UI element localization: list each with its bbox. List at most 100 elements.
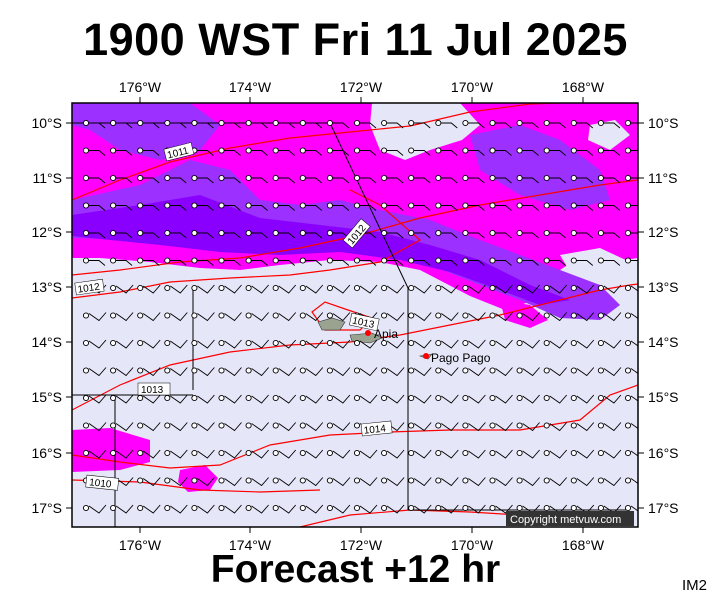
wind-station xyxy=(299,504,306,512)
wind-barb xyxy=(170,477,188,487)
wind-station xyxy=(191,477,198,484)
wind-station xyxy=(570,477,577,484)
wind-station xyxy=(137,174,144,182)
wind-station xyxy=(245,449,252,457)
copyright-text: Copyright metvuw.com xyxy=(510,514,621,526)
wind-barb xyxy=(495,312,513,322)
wind-barb xyxy=(142,394,161,404)
wind-station xyxy=(353,477,361,484)
lon-label-top: 168°W xyxy=(562,79,605,95)
wind-station xyxy=(164,504,171,512)
wind-barb xyxy=(495,504,513,514)
wind-barb xyxy=(141,260,160,266)
wind-barb xyxy=(522,312,540,322)
wind-station xyxy=(435,284,442,292)
wind-station xyxy=(191,119,198,127)
wind-station xyxy=(570,394,577,402)
wind-barb xyxy=(359,449,378,459)
wind-barb xyxy=(168,122,187,129)
wind-barb xyxy=(547,205,566,211)
wind-station xyxy=(82,422,90,429)
wind-barb xyxy=(87,260,106,266)
wind-station xyxy=(137,119,144,127)
wind-barb xyxy=(495,367,513,377)
wind-barb xyxy=(276,260,295,266)
wind-barb xyxy=(278,284,297,294)
apia-marker[interactable] xyxy=(365,330,371,336)
wind-station xyxy=(435,174,442,182)
wind-station xyxy=(597,477,604,484)
wind-station xyxy=(462,339,469,347)
wind-barb xyxy=(493,205,512,211)
wind-barb xyxy=(170,394,188,404)
wind-station xyxy=(82,394,90,402)
wind-station xyxy=(164,257,171,264)
wind-station xyxy=(462,449,469,457)
wind-barb xyxy=(330,177,350,184)
wind-barb xyxy=(195,122,214,129)
wind-barb xyxy=(305,367,324,377)
wind-barb xyxy=(114,177,133,184)
wind-barb xyxy=(141,232,160,239)
wind-station xyxy=(326,339,333,347)
lat-label-right: 11°S xyxy=(648,170,677,186)
wind-barb xyxy=(385,205,404,211)
wind-barb xyxy=(386,367,405,377)
wind-station xyxy=(218,312,225,319)
wind-station xyxy=(82,174,90,182)
lon-label-top: 172°W xyxy=(340,79,383,95)
wind-station xyxy=(462,119,469,127)
wind-station xyxy=(462,504,469,512)
wind-barb xyxy=(358,122,377,129)
pago-pago-marker[interactable] xyxy=(423,353,429,359)
wind-barb xyxy=(332,449,351,459)
wind-barb xyxy=(88,367,107,377)
wind-barb xyxy=(251,312,269,322)
wind-barb xyxy=(115,449,134,459)
wind-barb xyxy=(251,339,269,349)
wind-barb xyxy=(87,177,106,184)
wind-barb xyxy=(493,150,512,156)
wind-barb xyxy=(197,477,215,487)
wind-station xyxy=(272,174,279,182)
wind-barb xyxy=(630,423,638,429)
wind-barb xyxy=(332,284,351,294)
wind-barb xyxy=(142,477,161,487)
wind-barb xyxy=(170,422,188,432)
wind-station xyxy=(299,147,306,154)
wind-barb xyxy=(439,260,458,266)
wind-station xyxy=(110,504,117,512)
wind-barb xyxy=(249,260,268,266)
wind-barb xyxy=(170,339,188,349)
wind-station xyxy=(326,449,333,457)
wind-barb xyxy=(441,367,459,377)
wind-station xyxy=(516,119,523,127)
lat-label-left: 12°S xyxy=(31,224,62,240)
wind-barb xyxy=(276,205,295,211)
wind-barb xyxy=(276,232,295,239)
wind-barb xyxy=(251,367,269,377)
wind-barb xyxy=(114,232,133,239)
wind-station xyxy=(381,339,388,347)
wind-barb xyxy=(251,504,269,514)
isobar-label: 1013 xyxy=(351,316,375,331)
wind-barb xyxy=(413,367,432,377)
lat-label-left: 15°S xyxy=(31,389,62,405)
wind-barb xyxy=(114,150,133,156)
wind-barb xyxy=(222,177,241,184)
wind-station xyxy=(624,257,632,264)
wind-barb xyxy=(87,232,106,239)
wind-station xyxy=(381,284,388,292)
wind-barb xyxy=(170,367,188,377)
wind-barb xyxy=(522,394,540,404)
wind-station xyxy=(624,449,632,457)
lat-label-right: 10°S xyxy=(648,115,679,131)
wind-barb xyxy=(574,150,594,156)
wind-barb xyxy=(170,312,188,322)
wind-barb xyxy=(522,422,540,432)
wind-station xyxy=(191,367,198,374)
wind-barb xyxy=(197,284,215,294)
wind-station xyxy=(381,312,388,319)
wind-station xyxy=(516,202,523,209)
wind-station xyxy=(299,284,306,292)
